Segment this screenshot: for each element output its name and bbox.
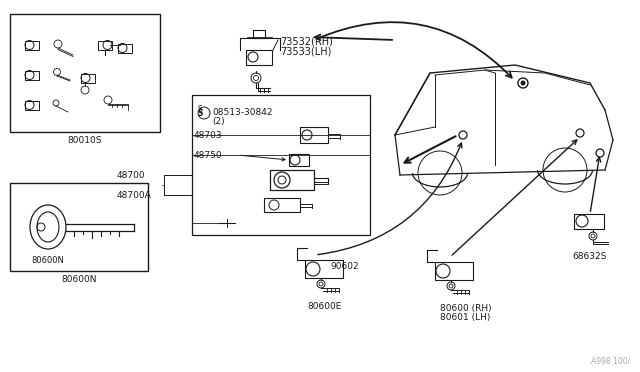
Text: 80601 (LH): 80601 (LH) bbox=[440, 313, 490, 322]
Bar bbox=[10, 183, 148, 271]
Circle shape bbox=[576, 129, 584, 137]
Text: A998 100/: A998 100/ bbox=[591, 357, 630, 366]
Text: 48700A: 48700A bbox=[117, 191, 152, 200]
Circle shape bbox=[520, 80, 525, 86]
Bar bbox=[25, 100, 39, 109]
Text: 48700: 48700 bbox=[117, 171, 146, 180]
Bar bbox=[435, 262, 473, 280]
Text: 80600E: 80600E bbox=[307, 302, 341, 311]
Text: 68632S: 68632S bbox=[572, 252, 606, 261]
Text: 48750: 48750 bbox=[194, 151, 223, 160]
Bar bbox=[25, 41, 39, 49]
Bar bbox=[289, 154, 309, 166]
Bar bbox=[305, 260, 343, 278]
Bar bbox=[253, 30, 265, 38]
Bar bbox=[81, 74, 95, 83]
Text: S: S bbox=[197, 109, 203, 118]
Text: 80600N: 80600N bbox=[61, 275, 97, 284]
Text: 80600N: 80600N bbox=[31, 256, 65, 265]
Bar bbox=[192, 95, 370, 235]
Bar bbox=[98, 41, 112, 49]
Bar bbox=[246, 50, 272, 65]
Bar bbox=[270, 170, 314, 190]
Bar bbox=[10, 14, 160, 132]
Circle shape bbox=[596, 149, 604, 157]
Text: 73532(RH): 73532(RH) bbox=[280, 37, 333, 47]
Bar bbox=[574, 214, 604, 229]
Text: 73533(LH): 73533(LH) bbox=[280, 47, 332, 57]
Text: 80600 (RH): 80600 (RH) bbox=[440, 304, 492, 313]
Bar bbox=[118, 44, 132, 52]
Bar bbox=[300, 127, 328, 143]
Text: (2): (2) bbox=[212, 117, 225, 126]
Text: 80010S: 80010S bbox=[68, 136, 102, 145]
Circle shape bbox=[459, 131, 467, 139]
Circle shape bbox=[518, 78, 528, 88]
Text: 90602: 90602 bbox=[330, 262, 358, 271]
Bar bbox=[25, 71, 39, 80]
Bar bbox=[264, 198, 300, 212]
Text: 48703: 48703 bbox=[194, 131, 223, 140]
Text: 08513-30842: 08513-30842 bbox=[212, 108, 273, 117]
Text: S: S bbox=[198, 105, 202, 113]
